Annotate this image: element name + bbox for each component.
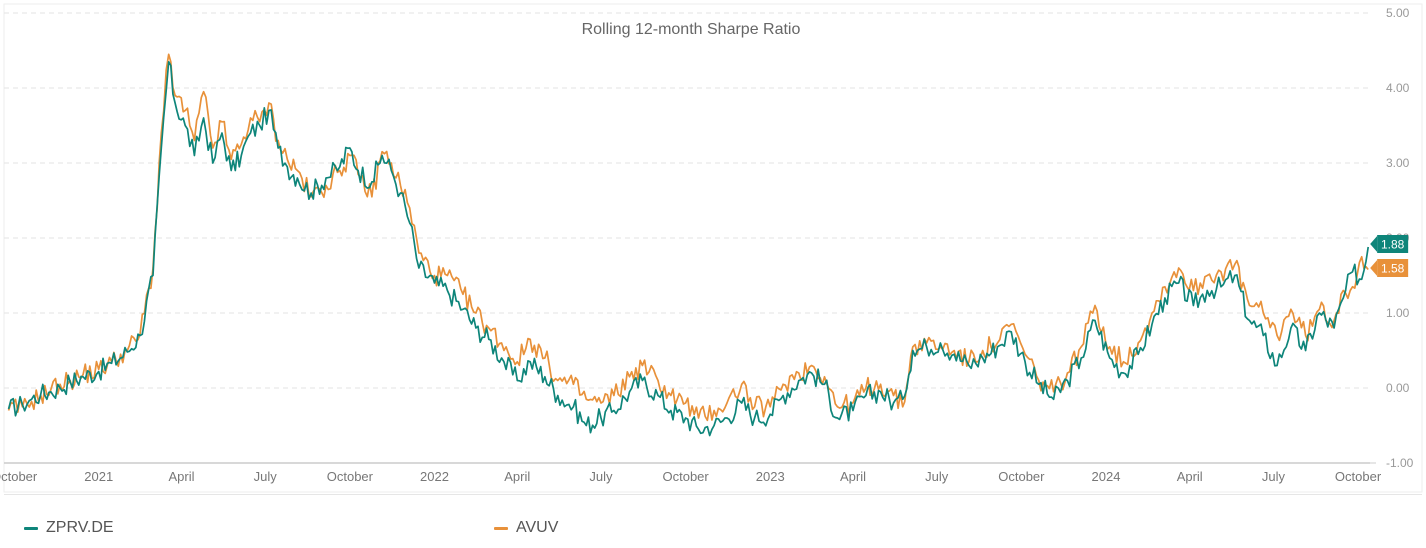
y-tick-label: 1.00: [1386, 306, 1410, 320]
x-tick-label: April: [840, 469, 866, 484]
x-tick-label: April: [504, 469, 530, 484]
series-layer: [7, 53, 1370, 437]
end-label-box: [1377, 235, 1409, 253]
x-tick-label: October: [662, 469, 709, 484]
plot-frame: [3, 3, 1423, 493]
x-tick-label: 2022: [420, 469, 449, 484]
x-tick-label: 2021: [84, 469, 113, 484]
legend-item-zprv[interactable]: ZPRV.DE: [24, 516, 114, 540]
legend-swatch-zprv: [24, 526, 38, 530]
end-value-label: 1.58: [1381, 262, 1405, 276]
end-labels: 1.58 1.88: [1370, 235, 1409, 277]
x-tick-label: July: [254, 469, 278, 484]
end-value-label: 1.88: [1381, 238, 1405, 252]
end-label-pointer: [1370, 260, 1378, 276]
legend-item-avuv[interactable]: AVUV: [494, 516, 558, 540]
x-tick-label: October: [327, 469, 374, 484]
x-tick-label: April: [1177, 469, 1203, 484]
chart-title: Rolling 12-month Sharpe Ratio: [582, 21, 801, 38]
legend-label-avuv: AVUV: [516, 519, 559, 536]
x-tick-label: October: [0, 469, 38, 484]
grid: [4, 12, 1376, 464]
y-tick-label: 3.00: [1386, 156, 1410, 170]
y-tick-label: 5.00: [1386, 6, 1410, 20]
y-tick-label: -1.00: [1386, 456, 1414, 470]
x-tick-label: 2024: [1092, 469, 1121, 484]
x-tick-label: October: [998, 469, 1045, 484]
x-tick-label: 2023: [756, 469, 785, 484]
legend-label-zprv: ZPRV.DE: [46, 519, 114, 536]
x-tick-label: July: [925, 469, 949, 484]
series-line-zprv: [7, 60, 1370, 437]
x-tick-label: July: [1262, 469, 1286, 484]
x-tick-label: October: [1335, 469, 1382, 484]
end-label-box: [1377, 259, 1409, 277]
x-tick-label: April: [169, 469, 195, 484]
y-tick-label: 0.00: [1386, 381, 1410, 395]
series-line-avuv: [7, 53, 1369, 422]
end-label-pointer: [1370, 236, 1378, 252]
x-axis: October 2021 April July October 2022 April July…: [0, 469, 1382, 484]
y-tick-label: 4.00: [1386, 81, 1410, 95]
legend-divider: [4, 494, 1422, 495]
legend-swatch-avuv: [494, 526, 508, 530]
x-tick-label: July: [589, 469, 613, 484]
